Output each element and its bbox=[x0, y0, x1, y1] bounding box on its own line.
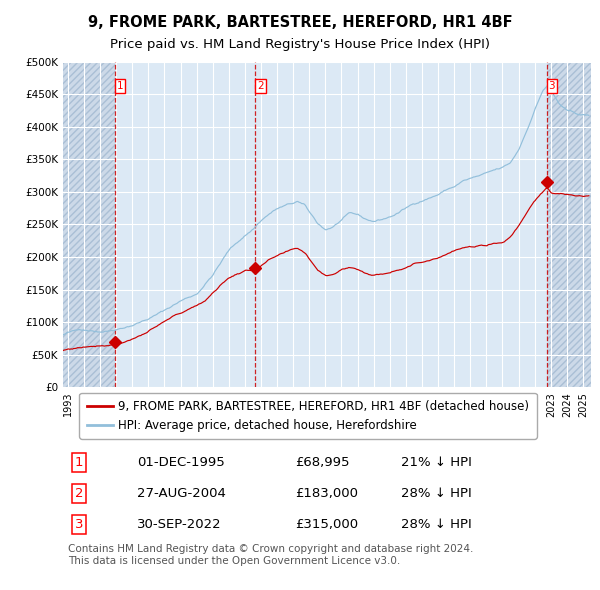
Text: £68,995: £68,995 bbox=[295, 455, 350, 468]
Text: 1: 1 bbox=[117, 81, 124, 91]
Text: 28% ↓ HPI: 28% ↓ HPI bbox=[401, 518, 472, 531]
Text: Contains HM Land Registry data © Crown copyright and database right 2024.
This d: Contains HM Land Registry data © Crown c… bbox=[68, 544, 473, 566]
Text: 3: 3 bbox=[74, 518, 83, 531]
Text: 28% ↓ HPI: 28% ↓ HPI bbox=[401, 487, 472, 500]
Text: 9, FROME PARK, BARTESTREE, HEREFORD, HR1 4BF: 9, FROME PARK, BARTESTREE, HEREFORD, HR1… bbox=[88, 15, 512, 30]
Text: 2: 2 bbox=[74, 487, 83, 500]
Text: £315,000: £315,000 bbox=[295, 518, 358, 531]
Bar bbox=[63, 62, 115, 387]
Legend: 9, FROME PARK, BARTESTREE, HEREFORD, HR1 4BF (detached house), HPI: Average pric: 9, FROME PARK, BARTESTREE, HEREFORD, HR1… bbox=[79, 393, 536, 439]
Text: Price paid vs. HM Land Registry's House Price Index (HPI): Price paid vs. HM Land Registry's House … bbox=[110, 38, 490, 51]
Text: 1: 1 bbox=[74, 455, 83, 468]
Bar bbox=[547, 62, 591, 387]
Text: 27-AUG-2004: 27-AUG-2004 bbox=[137, 487, 226, 500]
Text: 3: 3 bbox=[548, 81, 555, 91]
Text: 21% ↓ HPI: 21% ↓ HPI bbox=[401, 455, 472, 468]
Text: 01-DEC-1995: 01-DEC-1995 bbox=[137, 455, 224, 468]
Text: 30-SEP-2022: 30-SEP-2022 bbox=[137, 518, 221, 531]
Text: 2: 2 bbox=[257, 81, 264, 91]
Text: £183,000: £183,000 bbox=[295, 487, 358, 500]
